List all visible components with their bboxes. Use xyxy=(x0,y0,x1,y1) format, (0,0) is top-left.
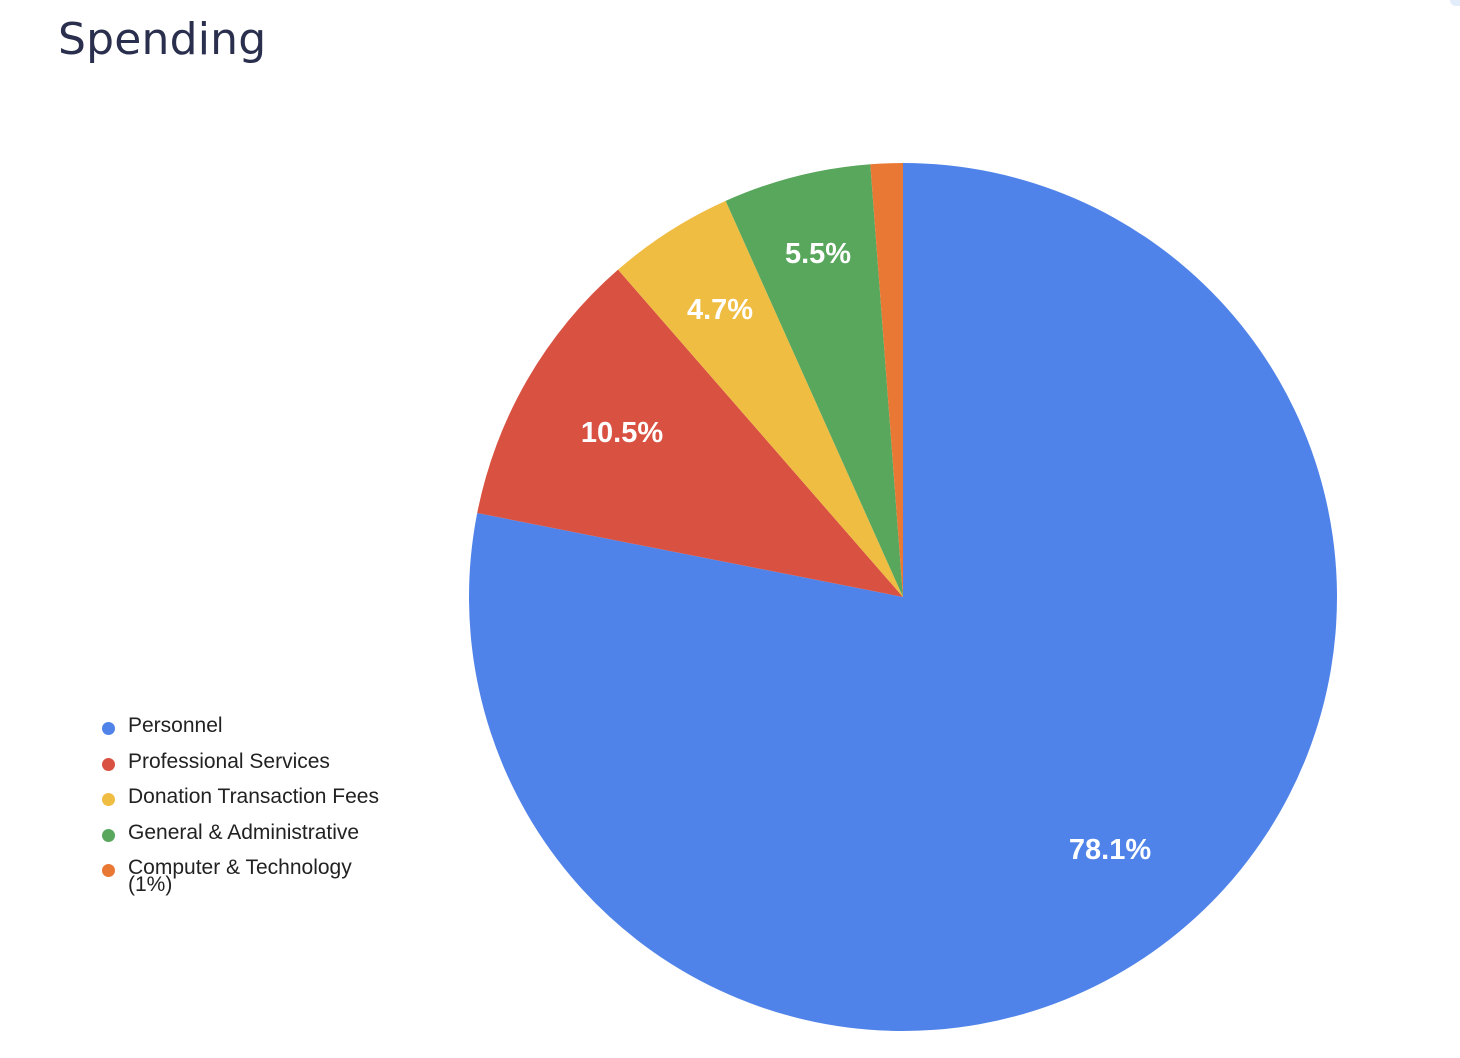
slice-label-1: 10.5% xyxy=(581,417,663,449)
legend-label: Donation Transaction Fees xyxy=(128,785,379,808)
corner-decoration xyxy=(1450,0,1460,6)
legend-swatch-4 xyxy=(102,864,115,877)
pie-slice-1 xyxy=(477,269,903,597)
legend-item: Donation Transaction Fees xyxy=(102,785,388,824)
legend-label: Professional Services xyxy=(128,749,330,773)
legend-swatch-2 xyxy=(102,793,115,806)
pie-slice-3 xyxy=(725,164,903,597)
legend-label: Computer & Technology (1%) xyxy=(128,856,352,896)
pie-slice-2 xyxy=(618,200,903,597)
legend-swatch-1 xyxy=(102,757,115,771)
legend-label: General & Administrative xyxy=(128,820,360,844)
slice-label-2: 4.7% xyxy=(687,294,753,326)
chart-legend: Personnel Professional Services Donation T… xyxy=(102,714,388,896)
legend-item: Professional Services xyxy=(102,749,388,789)
legend-label: Personnel xyxy=(128,714,223,737)
legend-swatch-3 xyxy=(102,828,115,842)
slice-label-0: 78.1% xyxy=(1069,834,1151,866)
pie-slice-4 xyxy=(870,163,903,597)
legend-swatch-0 xyxy=(102,722,115,735)
legend-item: Personnel xyxy=(102,714,388,753)
slice-label-3: 5.5% xyxy=(785,238,851,270)
pie-slice-0 xyxy=(468,163,1337,1031)
page-title: Spending xyxy=(58,14,267,65)
legend-item: General & Administrative xyxy=(102,820,388,860)
legend-item: Computer & Technology (1%) xyxy=(102,856,388,896)
